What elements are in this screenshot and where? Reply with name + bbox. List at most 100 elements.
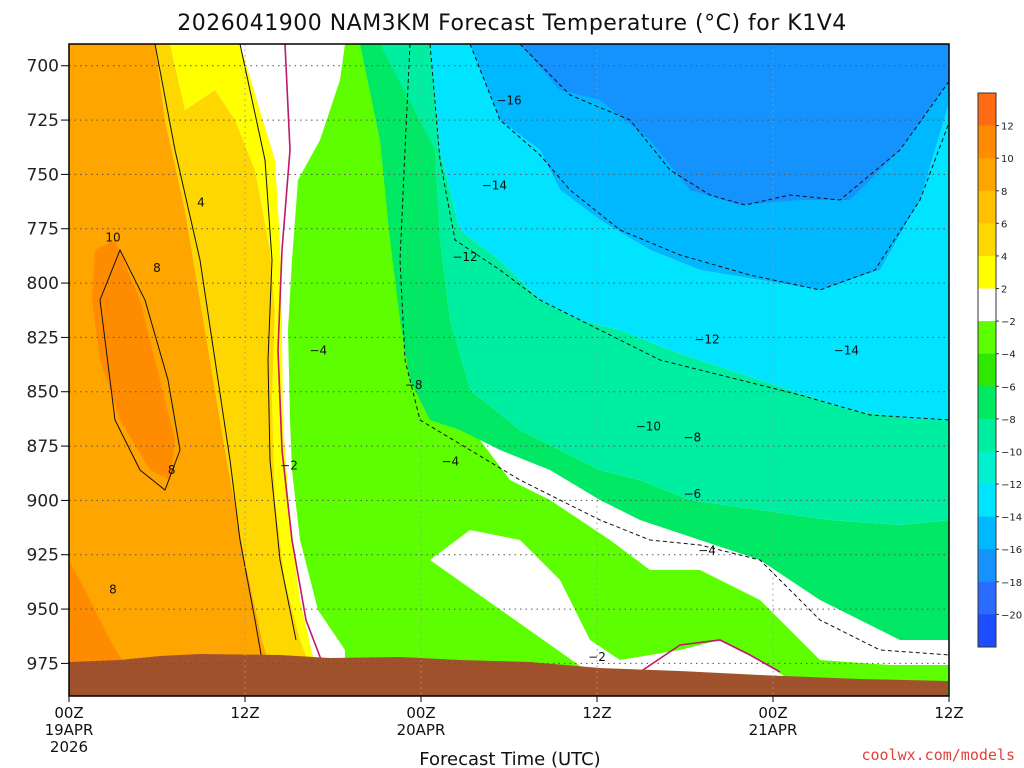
contour-line (239, 44, 297, 641)
contour-label: −6 (683, 487, 701, 501)
colorbar-segment (978, 321, 996, 355)
contour-label: 8 (109, 583, 117, 597)
colorbar-tick-label: −14 (1001, 513, 1022, 524)
colorbar-tick-label: −8 (1001, 415, 1016, 426)
plot-frame (68, 43, 950, 697)
colorbar-segment (978, 93, 996, 127)
x-tick-date: 19APR (45, 721, 94, 739)
colorbar-tick-label: 6 (1001, 219, 1007, 230)
chart-title: 2026041900 NAM3KM Forecast Temperature (… (177, 11, 847, 36)
y-tick-label: 950 (27, 600, 59, 620)
x-tick-label: 12Z (934, 704, 963, 722)
colorbar-tick-label: 2 (1001, 285, 1007, 296)
colorbar-segment (978, 386, 996, 420)
colorbar-tick-label: −16 (1001, 545, 1022, 556)
contour-label: −14 (834, 343, 859, 357)
x-tick-label: 00Z (54, 704, 83, 722)
colorbar-segment (978, 451, 996, 485)
grid-lines (68, 44, 950, 696)
contour-line-dashed (469, 44, 949, 291)
colorbar-frame (977, 92, 997, 648)
y-tick-label: 725 (27, 111, 59, 131)
colorbar-segment (978, 353, 996, 387)
contour-label: −8 (405, 378, 423, 392)
x-tick-date: 21APR (749, 721, 798, 739)
contour-label: −12 (452, 250, 477, 264)
contour-label: 4 (197, 196, 205, 210)
y-tick-label: 800 (27, 274, 59, 294)
region-yellow (155, 44, 310, 665)
x-tick-label: 12Z (582, 704, 611, 722)
y-tick-label: 875 (27, 437, 59, 457)
contour-line (154, 44, 263, 661)
colorbar-segment (978, 255, 996, 290)
contour-label: −2 (280, 459, 298, 473)
colorbar-tick-label: 10 (1001, 154, 1014, 165)
colorbar-segment (978, 190, 996, 224)
contour-line (99, 248, 181, 491)
contour-label: 8 (168, 463, 176, 477)
contour-label: −2 (588, 650, 606, 664)
colorbar-segment (978, 614, 996, 648)
y-tick-label: 775 (27, 220, 59, 240)
colorbar-segment (978, 158, 996, 192)
colorbar-segment (978, 484, 996, 518)
x-tick-label: 00Z (406, 704, 435, 722)
region-yellow-light (170, 44, 315, 665)
colorbar-tick-label: 4 (1001, 252, 1007, 263)
contour-label: −14 (482, 178, 507, 192)
colorbar-segment (978, 125, 996, 159)
colorbar-segment (978, 516, 996, 550)
contour-line-dashed (429, 44, 949, 421)
colorbar-tick-label: −4 (1001, 350, 1016, 361)
colorbar-tick-label: −10 (1001, 447, 1022, 458)
y-tick-label: 850 (27, 383, 59, 403)
x-tick-label: 12Z (230, 704, 259, 722)
contour-label: −12 (694, 333, 719, 347)
region-blue-core (520, 44, 949, 205)
freezing-line-right (639, 639, 781, 673)
colorbar: 12 10 8 6 4 2 −2 −4 −6 −8 −10 −12 −14 −16 −18 −20 (977, 92, 1022, 648)
y-tick-label: 900 (27, 491, 59, 511)
colorbar-tick-label: −6 (1001, 382, 1016, 393)
region-near-zero (240, 44, 345, 665)
colorbar-tick-label: −12 (1001, 480, 1022, 491)
x-tick-date: 20APR (397, 721, 446, 739)
region-cyan (430, 44, 949, 420)
y-tick-label: 750 (27, 165, 59, 185)
region-warm-core (92, 240, 175, 480)
terrain (69, 654, 948, 696)
contour-label: −4 (698, 543, 716, 557)
contour-label: −4 (441, 454, 459, 468)
y-tick-label: 825 (27, 328, 59, 348)
x-tick-label: 00Z (758, 704, 787, 722)
y-tick-label: 975 (27, 654, 59, 674)
colorbar-segment (978, 581, 996, 615)
colorbar-segment (978, 223, 996, 257)
colorbar-segment (978, 549, 996, 583)
region-near-zero-bottom (430, 530, 790, 680)
contour-label: 8 (153, 261, 161, 275)
colorbar-tick-label: 12 (1001, 122, 1014, 133)
contour-label: −4 (309, 343, 327, 357)
contour-labels: 4 10 8 8 8 −4 −2 −8 −4 −16 −14 −12 −12 −14 −10 −8 −6 −4 −2 (105, 94, 859, 664)
contour-label: 10 (105, 230, 120, 244)
x-tick-year: 2026 (50, 738, 88, 756)
contour-label: −8 (683, 430, 701, 444)
credit-link[interactable]: coolwx.com/models (861, 746, 1015, 764)
y-tick-label: 925 (27, 546, 59, 566)
contour-label: −10 (636, 420, 661, 434)
colorbar-tick-label: −2 (1001, 317, 1016, 328)
colorbar-segment (978, 288, 996, 322)
y-axis: 700 725 750 775 800 825 850 875 900 925 950 975 (27, 57, 69, 674)
contour-label: −16 (496, 94, 521, 108)
freezing-line-left (277, 44, 326, 671)
colorbar-segment (978, 418, 996, 452)
colorbar-tick-label: −18 (1001, 578, 1022, 589)
colorbar-tick-label: 8 (1001, 187, 1007, 198)
region-warm-orange (69, 44, 270, 665)
region-warm-bottom (69, 560, 125, 665)
y-tick-label: 700 (27, 57, 59, 77)
region-teal (380, 44, 949, 525)
